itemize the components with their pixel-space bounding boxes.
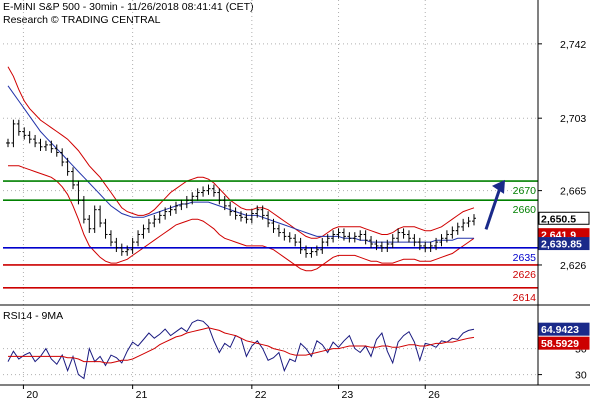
bollinger-lower-line — [8, 165, 475, 272]
level-label-2635: 2635 — [513, 252, 537, 264]
level-label-2660: 2660 — [513, 204, 537, 216]
chart-title: E-MINI S&P 500 - 30min - 11/26/2018 08:4… — [3, 1, 254, 13]
forecast-arrow-head — [492, 179, 505, 194]
level-label-2626: 2626 — [513, 269, 537, 281]
rsi-ma-line — [8, 327, 475, 364]
price-tick-label: 2,626 — [560, 260, 586, 272]
level-label-2614: 2614 — [513, 292, 537, 304]
level-label-2670: 2670 — [513, 185, 537, 197]
date-tick-label: 22 — [255, 389, 267, 400]
bollinger-upper-line — [7, 66, 475, 239]
rsi-panel-title: RSI14 - 9MA — [3, 310, 64, 322]
value-box-label-rsi: 64.9423 — [541, 324, 579, 336]
price-tick-label: 2,742 — [560, 39, 586, 51]
value-box-label-ma: 2,639.85 — [541, 239, 582, 251]
rsi-tick-label: 30 — [575, 370, 587, 382]
value-box-label-last: 2,650.5 — [541, 213, 576, 225]
date-tick-label: 21 — [136, 389, 148, 400]
bollinger-bands — [7, 66, 475, 272]
chart-subtitle: Research © TRADING CENTRAL — [3, 14, 161, 26]
date-tick-label: 26 — [428, 389, 440, 400]
forecast-arrow-shaft — [484, 187, 502, 230]
value-box-rsi — [538, 322, 590, 336]
rsi-series — [7, 319, 475, 380]
value-box-label-ma: 58.5929 — [541, 338, 579, 350]
price-tick-label: 2,665 — [560, 186, 586, 198]
rsi-line — [7, 319, 475, 380]
price-tick-label: 2,703 — [560, 113, 586, 125]
value-box-ma — [538, 336, 590, 350]
value-box-ma — [538, 237, 590, 251]
date-tick-label: 20 — [26, 389, 38, 400]
value-box-last — [538, 211, 590, 225]
grid-layer — [3, 0, 538, 385]
date-tick-label: 23 — [342, 389, 354, 400]
support-resistance-levels: 2670 2660 2635 2626 2614 — [3, 180, 538, 304]
price-series — [6, 119, 505, 258]
